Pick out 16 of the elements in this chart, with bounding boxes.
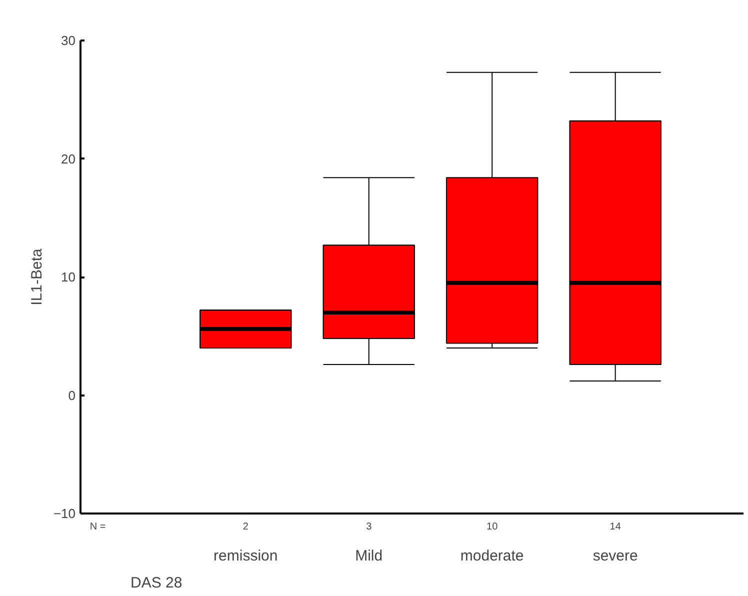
x-axis-title: DAS 28 [130, 574, 182, 592]
y-tick-label: 20 [61, 151, 76, 166]
x-tick-label: remission [214, 548, 278, 564]
y-tick-label: 30 [61, 33, 76, 48]
x-tick-label: severe [592, 548, 638, 564]
x-tick-label: moderate [460, 548, 524, 564]
x-tick-label: Mild [355, 548, 383, 564]
text: 10 [486, 522, 498, 532]
text: 14 [610, 522, 622, 532]
y-tick-label: −10 [53, 506, 76, 521]
y-tick-label: 10 [61, 270, 76, 284]
text: N = [90, 522, 106, 532]
y-axis-title: IL1-Beta [28, 248, 46, 306]
text: 3 [366, 522, 372, 532]
y-tick-label: 0 [68, 388, 76, 403]
text: 2 [242, 522, 249, 532]
